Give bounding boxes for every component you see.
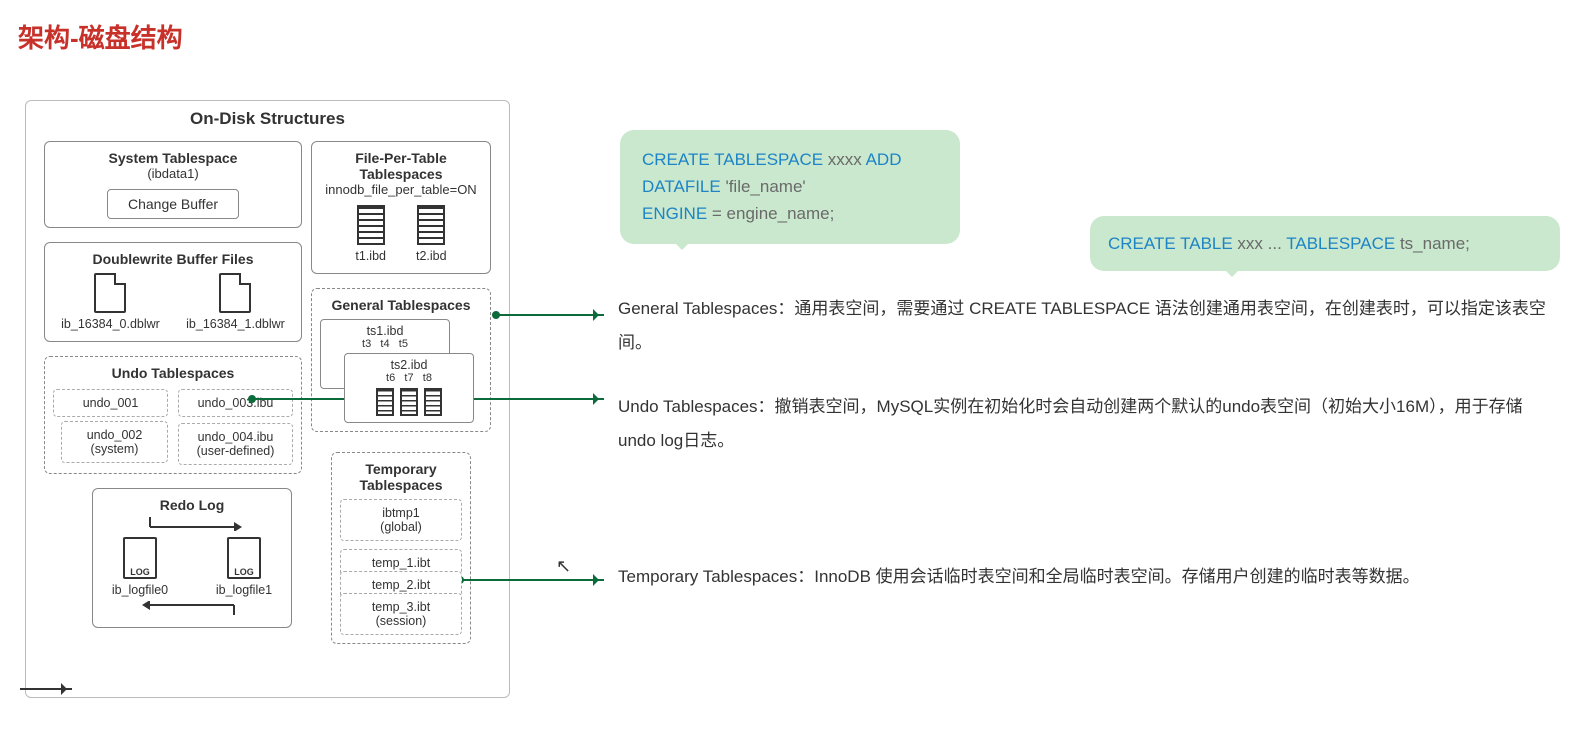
redo-log-box: Redo Log LOG ib_logfile0 LOG ib_logfile1: [92, 488, 292, 628]
temporary-tablespaces-title: Temporary Tablespaces: [340, 461, 462, 493]
redo-file-1-label: ib_logfile0: [112, 583, 168, 597]
t2-ibd: t2.ibd: [416, 205, 447, 263]
temporary-tablespaces-box: Temporary Tablespaces ibtmp1 (global) te…: [331, 452, 471, 644]
redo-input-arrow: [20, 688, 72, 690]
temp3-label: temp_3.ibt: [372, 600, 430, 614]
arrow-temp: [460, 579, 604, 581]
file-per-table-subtitle: innodb_file_per_table=ON: [320, 182, 482, 197]
undo-tablespaces-title: Undo Tablespaces: [53, 365, 293, 381]
redo-file-1: LOG ib_logfile0: [112, 537, 168, 597]
system-tablespace-title: System Tablespace: [53, 150, 293, 166]
dblwr-file-1: ib_16384_0.dblwr: [61, 273, 160, 331]
t2-label: t2.ibd: [416, 249, 447, 263]
redo-arrow-top: [142, 517, 242, 531]
ibtmp1-box: ibtmp1 (global): [340, 499, 462, 541]
undo-003: undo_003.ibu: [178, 389, 293, 417]
log-file-icon: LOG: [227, 537, 261, 579]
create-table-bubble: CREATE TABLE xxx ... TABLESPACE ts_name;: [1090, 216, 1560, 271]
undo-002-label: undo_002: [87, 428, 143, 442]
change-buffer-box: Change Buffer: [107, 189, 239, 219]
doublewrite-box: Doublewrite Buffer Files ib_16384_0.dblw…: [44, 242, 302, 342]
general-tablespaces-box: General Tablespaces ts1.ibd t3 t4 t5 ts2…: [311, 288, 491, 432]
redo-file-2-label: ib_logfile1: [216, 583, 272, 597]
page-title: 架构-磁盘结构: [18, 18, 183, 55]
diagram-title: On-Disk Structures: [38, 109, 497, 129]
system-tablespace-box: System Tablespace (ibdata1) Change Buffe…: [44, 141, 302, 228]
doublewrite-title: Doublewrite Buffer Files: [53, 251, 293, 267]
undo-004-note: (user-defined): [197, 444, 275, 458]
ibtmp1-label: ibtmp1: [382, 506, 420, 520]
log-file-icon: LOG: [123, 537, 157, 579]
temporary-tablespaces-desc: Temporary Tablespaces：InnoDB 使用会话临时表空间和全…: [618, 560, 1557, 594]
redo-file-2: LOG ib_logfile1: [216, 537, 272, 597]
create-tablespace-bubble: CREATE TABLESPACE xxxx ADD DATAFILE 'fil…: [620, 130, 960, 244]
left-column: System Tablespace (ibdata1) Change Buffe…: [44, 141, 302, 642]
t1-ibd: t1.ibd: [355, 205, 386, 263]
dblwr-file-2: ib_16384_1.dblwr: [186, 273, 285, 331]
ts2-card: ts2.ibd t6 t7 t8: [344, 353, 474, 423]
undo-004: undo_004.ibu (user-defined): [178, 423, 293, 465]
kw-create-tablespace: CREATE TABLESPACE: [642, 150, 823, 169]
system-tablespace-subtitle: (ibdata1): [53, 166, 293, 181]
undo-002: undo_002 (system): [61, 421, 168, 463]
general-tablespaces-title: General Tablespaces: [320, 297, 482, 313]
right-column: File-Per-Table Tablespaces innodb_file_p…: [311, 141, 491, 644]
undo-001: undo_001: [53, 389, 168, 417]
undo-tablespaces-box: Undo Tablespaces undo_001 undo_002 (syst…: [44, 356, 302, 474]
redo-arrow-bottom: [142, 601, 242, 615]
dblwr-file-2-label: ib_16384_1.dblwr: [186, 317, 285, 331]
cursor-icon: ↖: [556, 556, 571, 577]
undo-tablespaces-desc: Undo Tablespaces：撤销表空间，MySQL实例在初始化时会自动创建…: [618, 390, 1557, 458]
redo-log-title: Redo Log: [101, 497, 283, 513]
ts1-label: ts1.ibd: [331, 324, 439, 338]
file-per-table-title: File-Per-Table Tablespaces: [320, 150, 482, 182]
file-per-table-box: File-Per-Table Tablespaces innodb_file_p…: [311, 141, 491, 274]
ibtmp1-note: (global): [380, 520, 422, 534]
ts2-label: ts2.ibd: [355, 358, 463, 372]
session-note: (session): [376, 614, 427, 628]
file-icon: [219, 273, 251, 313]
t1-label: t1.ibd: [355, 249, 386, 263]
file-icon: [94, 273, 126, 313]
database-icon: [417, 205, 445, 245]
undo-002-note: (system): [91, 442, 139, 456]
arrow-general: [496, 314, 604, 316]
undo-004-label: undo_004.ibu: [198, 430, 274, 444]
dblwr-file-1-label: ib_16384_0.dblwr: [61, 317, 160, 331]
general-tablespaces-desc: General Tablespaces：通用表空间，需要通过 CREATE TA…: [618, 292, 1557, 360]
temp3-box: temp_3.ibt (session): [340, 593, 462, 635]
database-icon: [357, 205, 385, 245]
